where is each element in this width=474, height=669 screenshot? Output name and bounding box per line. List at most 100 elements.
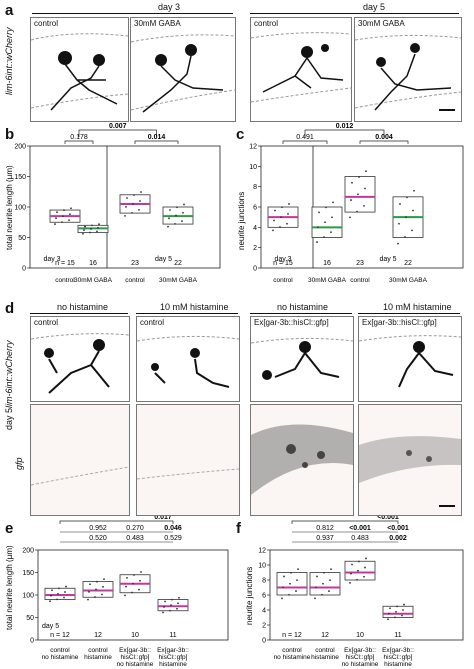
data-point xyxy=(290,571,292,574)
data-point xyxy=(315,586,317,589)
data-point xyxy=(69,213,71,216)
data-point xyxy=(56,211,58,214)
data-point xyxy=(124,214,126,217)
x-tick-label: Ex[gar-3b:: xyxy=(344,647,376,654)
data-point xyxy=(281,206,283,209)
x-tick-label: hisCl::gfp] xyxy=(159,654,188,661)
micrograph: control xyxy=(250,17,352,122)
data-point xyxy=(102,585,104,588)
micrograph-gfp xyxy=(358,404,462,516)
data-point xyxy=(318,211,320,214)
data-point xyxy=(182,211,184,214)
data-point xyxy=(403,603,405,606)
data-point xyxy=(88,591,90,593)
data-point xyxy=(174,222,176,225)
data-point xyxy=(56,598,58,601)
data-point xyxy=(286,222,288,225)
data-point xyxy=(163,606,165,608)
data-point xyxy=(332,201,334,204)
panel-label-c: c xyxy=(236,126,245,143)
x-tick-label: no histamine xyxy=(342,661,379,668)
n-label: n = 15 xyxy=(55,260,75,267)
data-point xyxy=(126,197,128,199)
p-value: 0.178 xyxy=(70,134,88,141)
data-point xyxy=(54,223,56,225)
data-point xyxy=(63,596,65,599)
data-point xyxy=(321,593,323,596)
n-label: 11 xyxy=(169,632,176,639)
data-point xyxy=(55,217,57,220)
data-point xyxy=(365,557,367,560)
data-point xyxy=(314,597,316,600)
data-point xyxy=(402,609,404,611)
y-tick-label: 100 xyxy=(22,593,34,600)
y-tick-label: 10 xyxy=(258,563,266,570)
data-point xyxy=(325,206,327,209)
p-value: 0.270 xyxy=(126,525,144,532)
x-tick-label: hisCl::gfp] xyxy=(346,654,375,661)
group-label: day 5 xyxy=(155,256,172,263)
y-tick-label: 2 xyxy=(262,623,266,630)
data-point xyxy=(323,571,325,574)
data-point xyxy=(399,203,401,205)
data-point xyxy=(49,600,51,603)
data-point xyxy=(365,170,367,173)
data-point xyxy=(358,176,360,178)
n-label: 11 xyxy=(394,632,401,639)
data-point xyxy=(405,216,407,219)
data-point xyxy=(175,214,177,217)
data-point xyxy=(388,612,390,615)
data-point xyxy=(87,598,89,601)
p-value: 0.012 xyxy=(336,123,354,130)
data-point xyxy=(162,611,164,614)
p-value: 0.004 xyxy=(375,134,393,141)
data-point xyxy=(132,203,134,205)
data-point xyxy=(288,593,290,596)
x-tick-label: control xyxy=(125,277,145,284)
data-point xyxy=(329,579,331,581)
data-point xyxy=(357,569,359,572)
panel-label-b: b xyxy=(5,126,15,143)
data-point xyxy=(389,607,391,610)
data-point xyxy=(97,226,99,229)
data-point xyxy=(413,189,415,192)
data-point xyxy=(412,209,414,212)
data-point xyxy=(164,600,166,603)
n-label: 10 xyxy=(131,632,139,639)
data-point xyxy=(401,614,403,617)
data-point xyxy=(139,579,141,582)
box xyxy=(44,587,76,600)
data-point xyxy=(138,208,140,211)
n-label: 22 xyxy=(174,260,182,267)
data-point xyxy=(316,575,318,578)
box xyxy=(344,560,376,581)
significance-bracket xyxy=(134,140,179,144)
column-header: no histamine xyxy=(57,302,109,312)
data-point xyxy=(406,196,408,199)
p-value: <0.001 xyxy=(349,525,371,532)
data-point xyxy=(324,221,326,224)
data-point xyxy=(168,217,170,220)
data-point xyxy=(398,222,400,225)
y-tick-label: 150 xyxy=(22,570,34,577)
data-point xyxy=(96,230,98,233)
data-point xyxy=(138,588,140,591)
y-tick-label: 0 xyxy=(253,266,257,273)
n-label: n = 12 xyxy=(282,632,302,639)
x-tick-label: hisCl::gfp] xyxy=(121,654,150,661)
micrograph: 30mM GABA xyxy=(354,17,462,122)
data-point xyxy=(58,587,60,590)
p-value: 0.007 xyxy=(109,123,127,130)
group-label: day 5 xyxy=(42,623,59,630)
x-tick-label: control xyxy=(88,647,108,654)
data-point xyxy=(176,607,178,610)
x-tick-label: histamine xyxy=(384,661,412,668)
row-label: lim-6int::wCherry xyxy=(4,340,14,408)
data-point xyxy=(140,191,142,193)
data-point xyxy=(317,226,319,229)
y-axis-label: total neurite length (µm) xyxy=(5,545,14,630)
box xyxy=(382,605,414,618)
data-point xyxy=(404,236,406,238)
